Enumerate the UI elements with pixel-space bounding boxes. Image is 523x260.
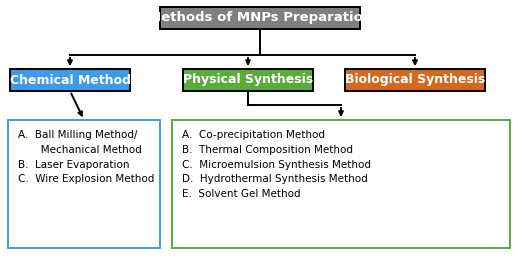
Text: A.  Co-precipitation Method
B.  Thermal Composition Method
C.  Microemulsion Syn: A. Co-precipitation Method B. Thermal Co…: [182, 130, 371, 199]
Text: A.  Ball Milling Method/
       Mechanical Method
B.  Laser Evaporation
C.  Wire: A. Ball Milling Method/ Mechanical Metho…: [18, 130, 154, 184]
Text: Methods of MNPs Preparation: Methods of MNPs Preparation: [148, 11, 372, 24]
FancyBboxPatch shape: [345, 69, 485, 91]
Text: Physical Synthesis: Physical Synthesis: [183, 74, 313, 87]
FancyBboxPatch shape: [10, 69, 130, 91]
FancyBboxPatch shape: [8, 120, 160, 248]
FancyBboxPatch shape: [160, 7, 360, 29]
Text: Biological Synthesis: Biological Synthesis: [345, 74, 485, 87]
FancyBboxPatch shape: [183, 69, 313, 91]
Text: Chemical Method: Chemical Method: [9, 74, 131, 87]
FancyBboxPatch shape: [172, 120, 510, 248]
